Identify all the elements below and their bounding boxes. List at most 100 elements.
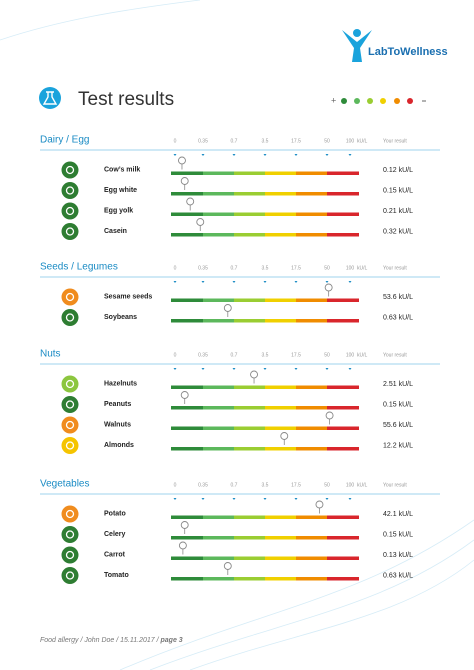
scale-tick-label: 17.5 xyxy=(291,482,301,488)
scale-tick-label: 50 xyxy=(324,352,330,358)
item-icon-glyph xyxy=(65,227,75,236)
scale-tick-label: 100 xyxy=(346,138,355,144)
scale-tick-label: 0 xyxy=(174,138,177,144)
item-icon xyxy=(61,375,79,393)
scale-tick xyxy=(232,498,236,500)
result-marker xyxy=(178,156,186,170)
scale-bar-segment xyxy=(296,426,327,430)
item-icon-glyph xyxy=(65,313,75,322)
scale-tick-label: 50 xyxy=(324,138,330,144)
result-marker xyxy=(325,411,334,425)
scale-tick-label: 3.5 xyxy=(262,265,269,271)
marker-head xyxy=(178,156,186,165)
scale-tick xyxy=(173,498,177,500)
footer-text: Food allergy / John Doe / 15.11.2017 / xyxy=(40,637,161,644)
scale-tick xyxy=(173,368,177,370)
scale-tick xyxy=(294,368,298,370)
item-icon-glyph xyxy=(65,441,75,450)
scale-bar-segment xyxy=(265,298,296,302)
scale-bar-segment xyxy=(296,385,327,389)
legend-dots: + xyxy=(331,95,426,105)
result-marker xyxy=(324,283,333,297)
scale-bar-segment xyxy=(265,447,296,451)
scale-bar-segment xyxy=(265,319,296,323)
item-name: Soybeans xyxy=(104,314,137,321)
section-title: Dairy / Egg xyxy=(40,135,89,146)
item-icon xyxy=(61,288,79,306)
item-result: 2.51 kU/L xyxy=(383,381,413,388)
scale-bar-segment xyxy=(171,192,203,196)
item-icon xyxy=(61,202,79,220)
scale-bar-segment xyxy=(234,577,265,581)
scale-bar-segment xyxy=(327,171,359,175)
item-result: 0.15 kU/L xyxy=(383,401,413,408)
scale-tick xyxy=(232,281,236,283)
scale-tick-label: 0 xyxy=(174,265,177,271)
scale-tick xyxy=(348,368,352,370)
scale-bar-segment xyxy=(296,192,327,196)
scale-bar-segment xyxy=(203,536,234,540)
legend-dot xyxy=(341,98,347,104)
result-marker xyxy=(223,304,232,317)
scale-bar-segment xyxy=(171,233,203,237)
item-name: Almonds xyxy=(104,442,134,449)
scale-tick xyxy=(325,154,329,156)
scale-tick-label: 0.35 xyxy=(198,352,208,358)
brand: LabToWellness xyxy=(368,46,448,58)
scale-bar-segment xyxy=(265,233,296,237)
scale-bar-segment xyxy=(203,171,234,175)
scale-tick-label: 50 xyxy=(324,265,330,271)
scale-tick-label: 100 xyxy=(346,265,355,271)
scale-bar-segment xyxy=(234,212,265,216)
scale-bar-segment xyxy=(265,577,296,581)
scale-tick-label: 0.7 xyxy=(231,138,238,144)
scale-bar-segment xyxy=(171,426,203,430)
scale-bar-segment xyxy=(327,385,359,389)
item-icon-glyph xyxy=(65,550,75,560)
scale-bar-segment xyxy=(171,298,203,302)
scale-tick xyxy=(232,368,236,370)
logo-head xyxy=(353,29,361,37)
logo-figure xyxy=(342,30,372,62)
item-icon xyxy=(61,567,79,584)
item-icon xyxy=(61,437,79,454)
item-icon xyxy=(61,161,79,179)
scale-bar-segment xyxy=(327,426,359,430)
scale-tick xyxy=(263,154,267,156)
marker-head xyxy=(325,411,334,420)
scale-bar-segment xyxy=(234,426,265,430)
legend-dot xyxy=(367,98,373,104)
scale-tick-label: 0.7 xyxy=(231,352,238,358)
marker-head xyxy=(180,177,189,185)
scale-bar-segment xyxy=(234,556,265,560)
scale-bar-segment xyxy=(171,556,203,560)
scale-tick xyxy=(263,368,267,370)
item-icon xyxy=(61,505,79,523)
scale-bar-segment xyxy=(296,577,327,581)
scale-tick-label: 100 xyxy=(346,352,355,358)
item-icon xyxy=(61,223,79,240)
marker-head xyxy=(315,500,324,509)
marker-head xyxy=(223,304,232,312)
scale-bar-segment xyxy=(327,233,359,237)
scale-bar-segment xyxy=(203,426,234,430)
marker-head xyxy=(196,218,205,226)
marker-head xyxy=(178,541,187,550)
result-marker xyxy=(250,370,258,384)
item-name: Peanuts xyxy=(104,401,131,408)
item-result: 0.21 kU/L xyxy=(383,208,413,215)
scale-bar-segment xyxy=(234,233,265,237)
item-result: 0.15 kU/L xyxy=(383,531,413,538)
result-header: Your result xyxy=(383,352,407,358)
scale-unit: kU/L xyxy=(357,138,368,144)
item-result: 0.32 kU/L xyxy=(383,228,413,235)
scale-bar-segment xyxy=(203,447,234,451)
legend-start: + xyxy=(331,95,336,105)
scale-bar-segment xyxy=(203,406,234,410)
item-icon-glyph xyxy=(65,530,75,539)
scale-bar-segment xyxy=(296,298,327,302)
item-icon-glyph xyxy=(65,292,75,302)
scale-bar-segment xyxy=(203,556,234,560)
